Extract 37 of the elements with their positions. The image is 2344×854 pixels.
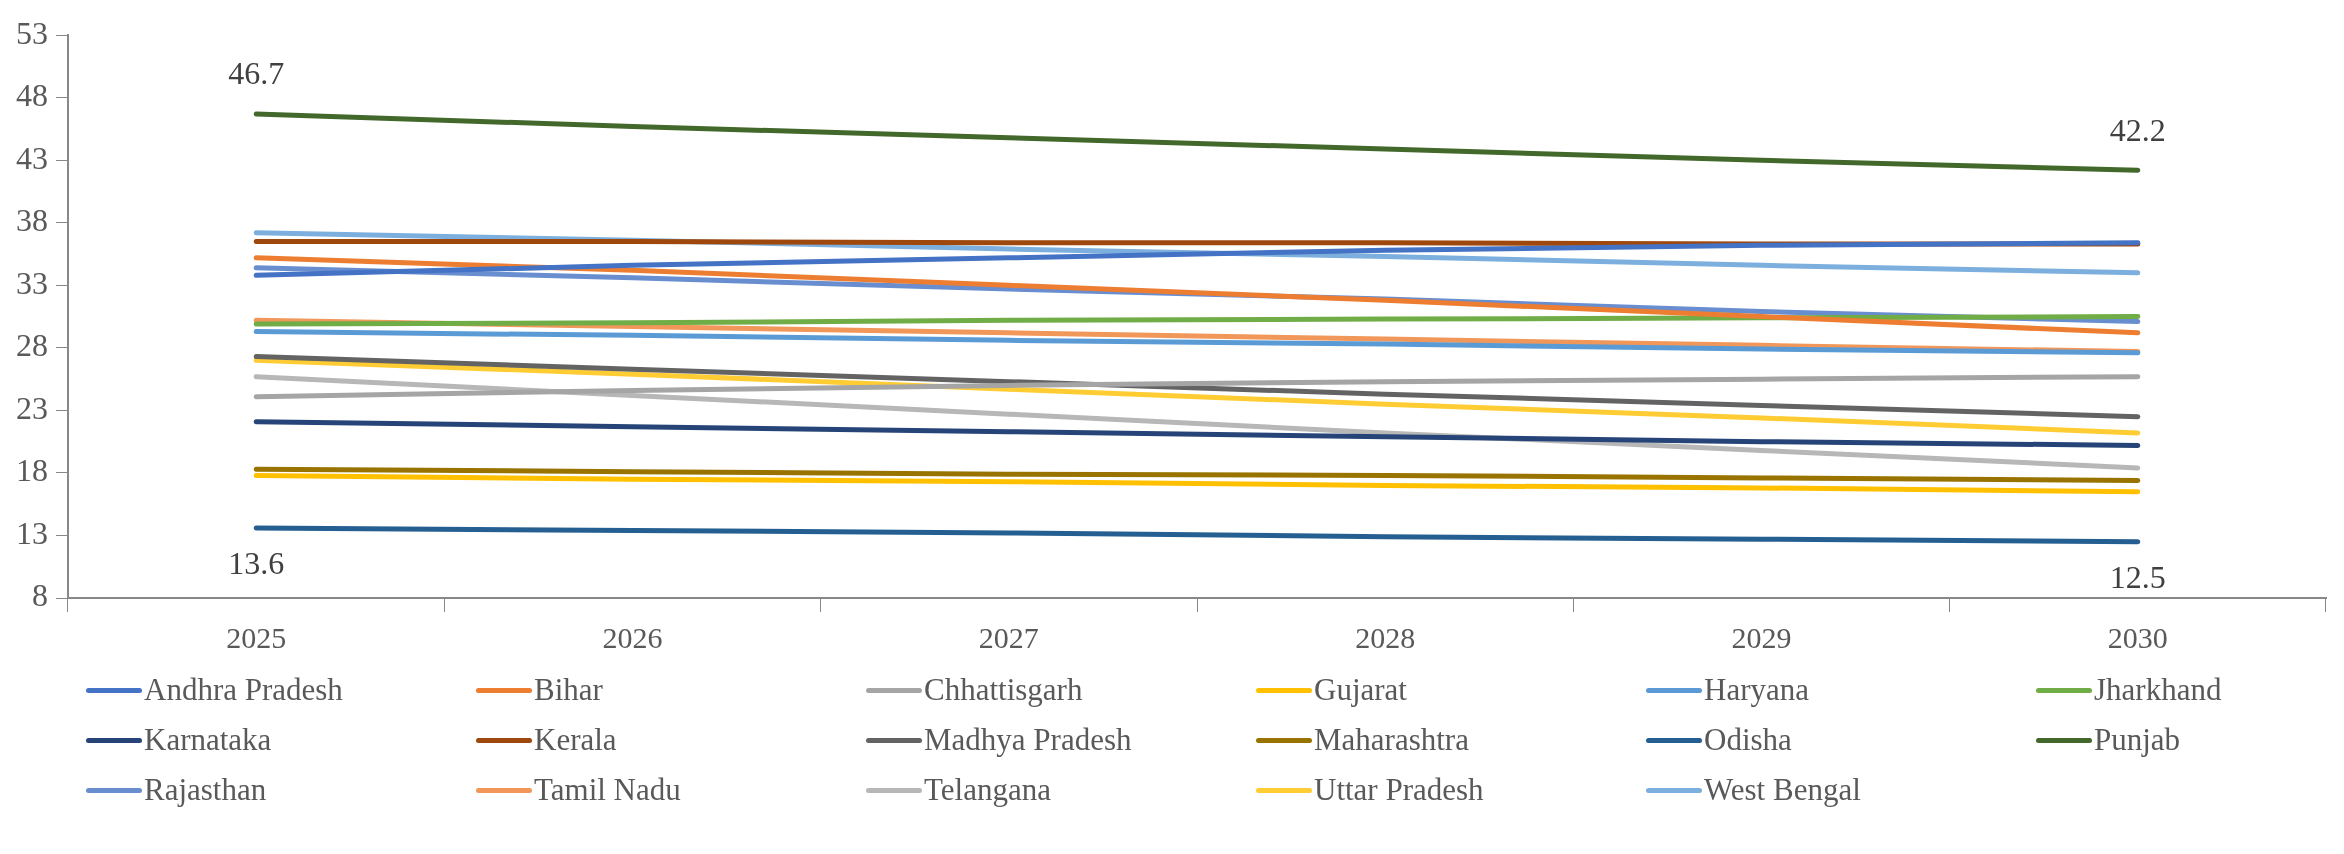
y-tick-label: 48 <box>16 77 48 114</box>
annotation: 13.6 <box>228 545 285 582</box>
y-tick-label: 13 <box>16 514 48 551</box>
annotation: 42.2 <box>2109 111 2166 148</box>
legend-label: Madhya Pradesh <box>924 722 1132 758</box>
y-tick-label: 43 <box>16 139 48 176</box>
annotation: 12.5 <box>2109 559 2166 596</box>
legend-label: Tamil Nadu <box>534 772 681 808</box>
legend-label: Karnataka <box>144 722 272 758</box>
legend-label: Odisha <box>1704 722 1792 758</box>
y-tick-label: 28 <box>16 327 48 364</box>
legend-label: Bihar <box>534 672 603 708</box>
x-tick-label: 2025 <box>226 620 287 654</box>
y-tick-label: 53 <box>16 14 48 51</box>
x-tick-label: 2026 <box>602 620 663 654</box>
y-tick-label: 33 <box>16 264 48 301</box>
legend-label: Kerala <box>534 722 617 758</box>
y-tick-label: 8 <box>32 577 48 614</box>
y-tick-label: 23 <box>16 389 48 426</box>
legend-label: West Bengal <box>1704 772 1861 808</box>
legend-label: Andhra Pradesh <box>144 672 343 708</box>
annotation: 46.7 <box>228 55 285 92</box>
legend-label: Telangana <box>924 772 1051 808</box>
legend-label: Rajasthan <box>144 772 267 808</box>
y-tick-label: 18 <box>16 452 48 489</box>
legend-label: Jharkhand <box>2094 672 2222 708</box>
x-tick-label: 2029 <box>1731 620 1792 654</box>
legend-label: Gujarat <box>1314 672 1407 708</box>
legend-label: Maharashtra <box>1314 722 1469 758</box>
x-tick-label: 2028 <box>1355 620 1416 654</box>
x-tick-label: 2027 <box>978 620 1039 654</box>
x-tick-label: 2030 <box>2107 620 2168 654</box>
y-tick-label: 38 <box>16 202 48 239</box>
legend-label: Chhattisgarh <box>924 672 1083 708</box>
legend-label: Punjab <box>2094 722 2181 758</box>
legend-label: Haryana <box>1704 672 1809 708</box>
legend-label: Uttar Pradesh <box>1314 772 1484 808</box>
